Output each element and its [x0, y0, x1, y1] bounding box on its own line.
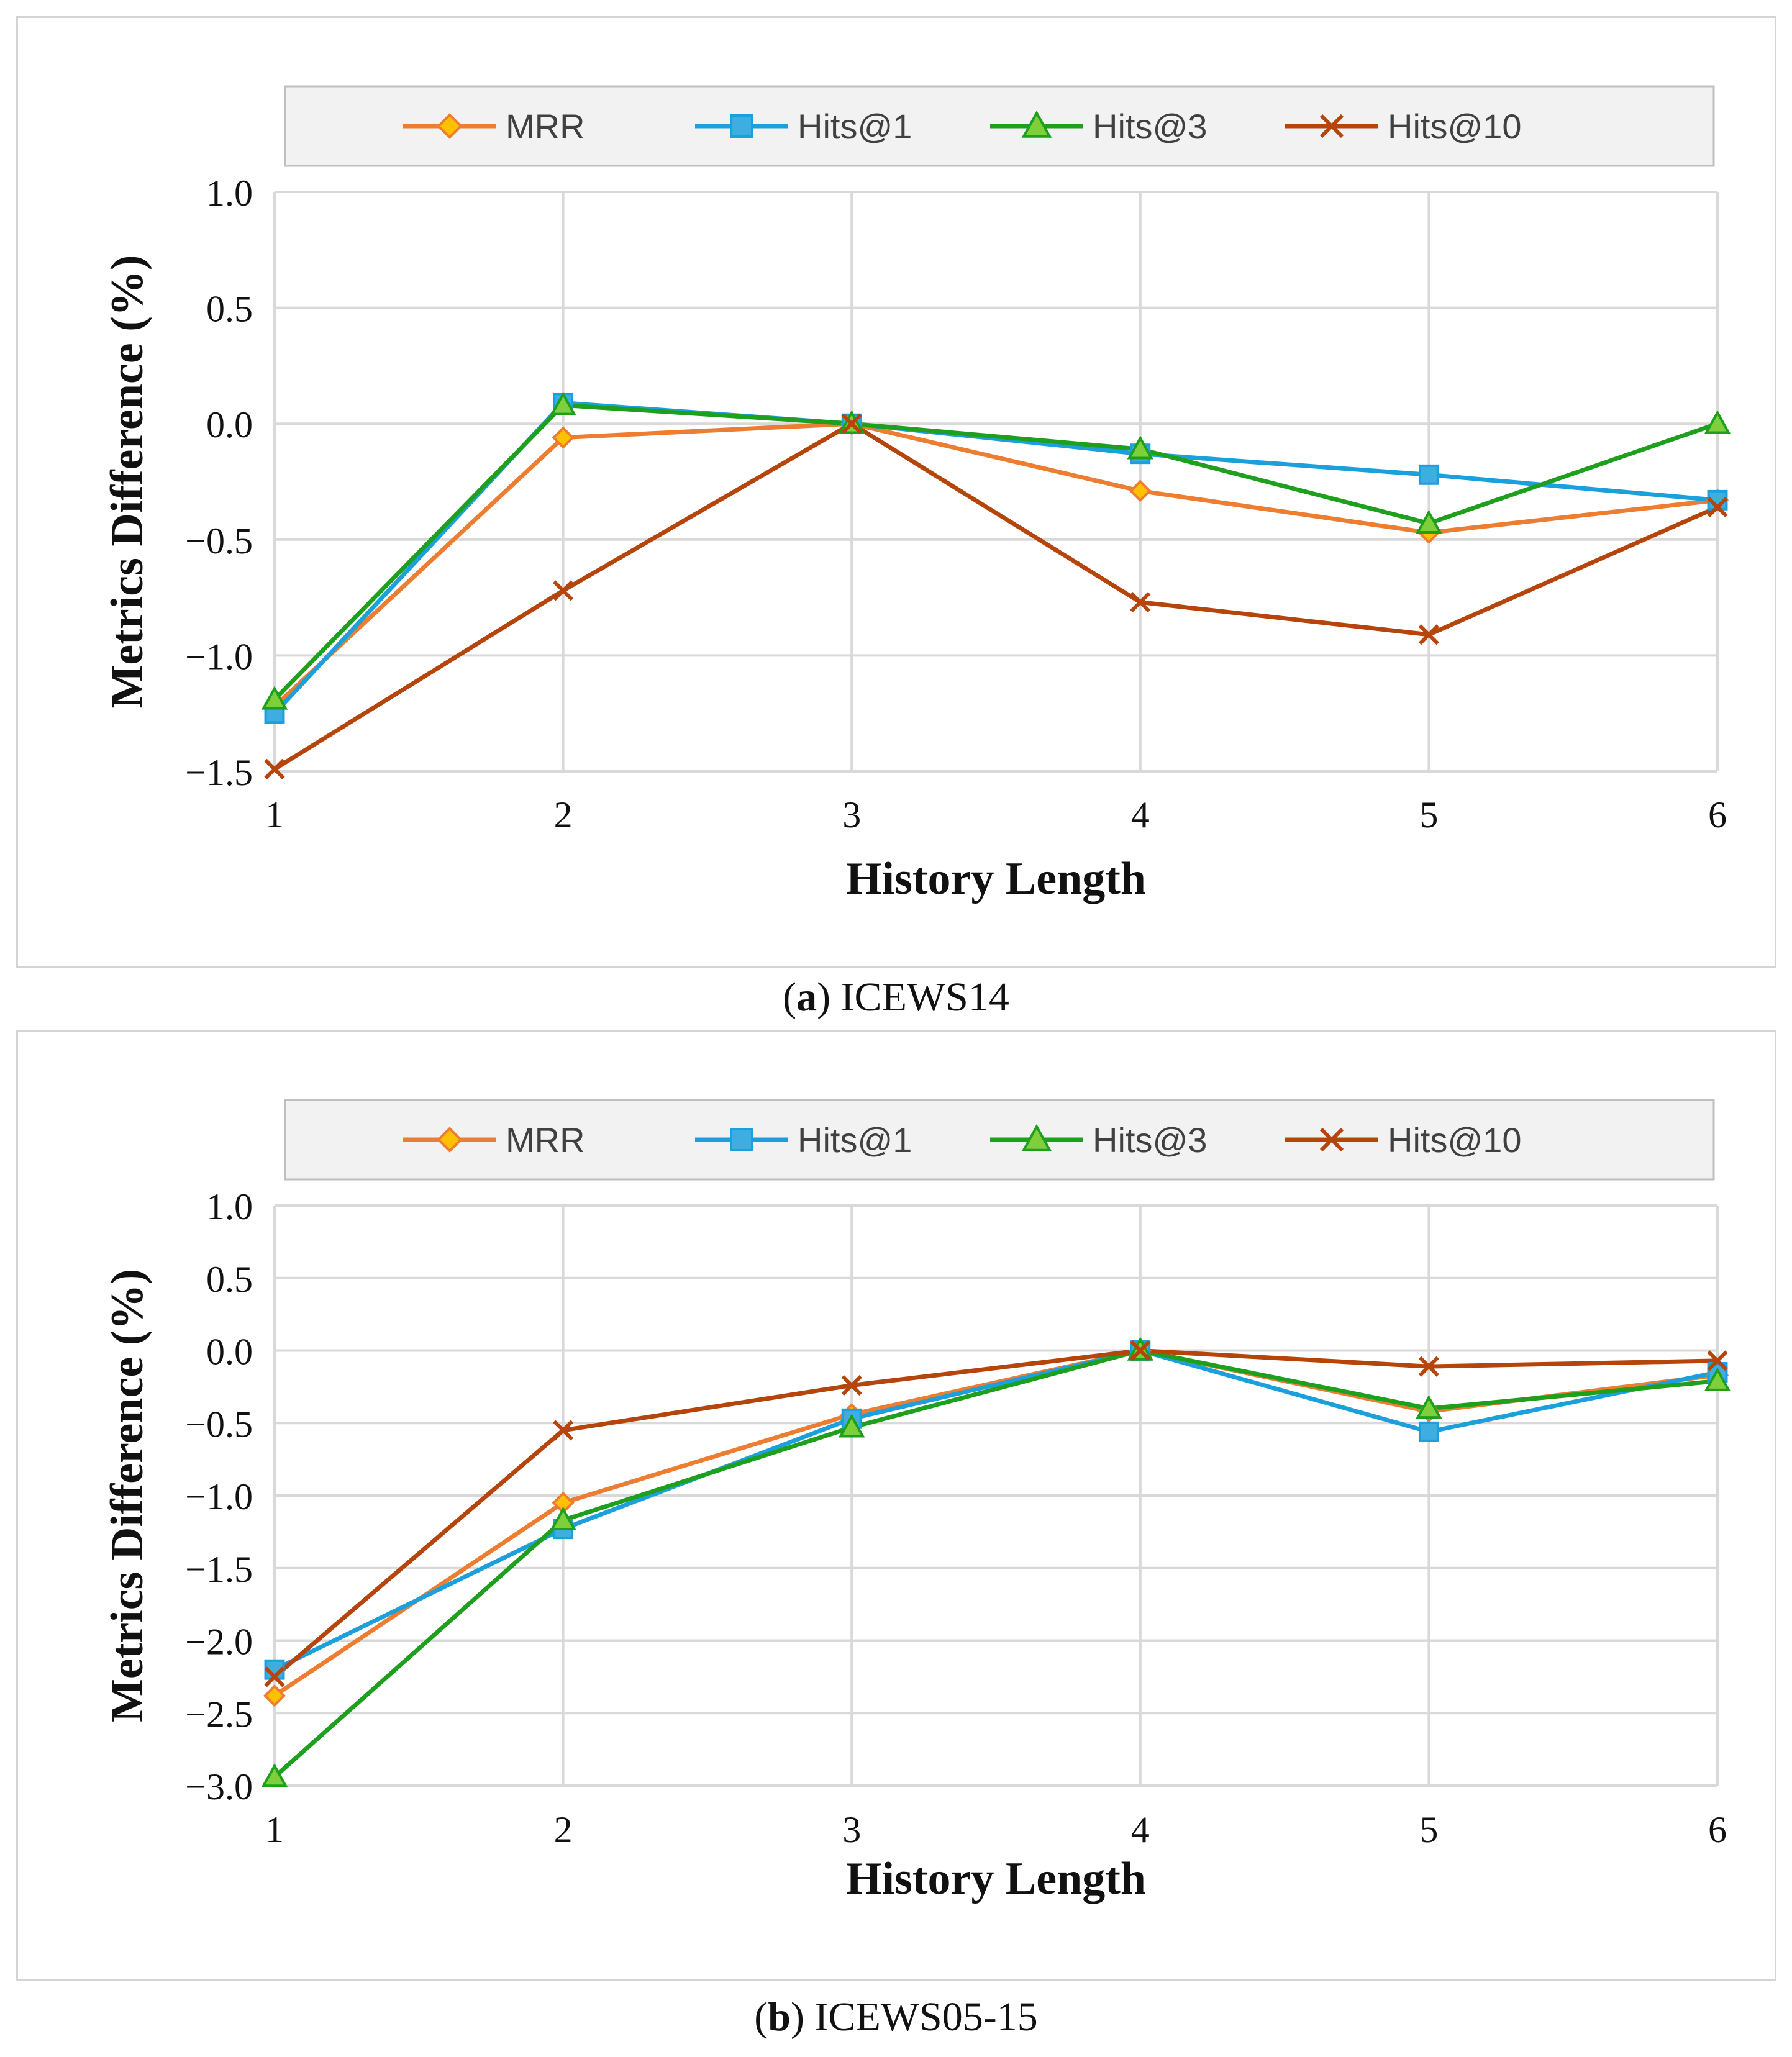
- legend-label-hits1: Hits@1: [798, 107, 912, 146]
- chart-a: MRR Hits@1 Hits@3 Hits@10 1.0 0.5 0.0 −0.5 −1.0 −…: [102, 85, 1731, 904]
- legend-marker-hits3: [1021, 110, 1052, 138]
- x-tick-label: 4: [1131, 1809, 1150, 1850]
- data-point-hits3-4: [1127, 435, 1154, 460]
- legend-marker-mrr: [437, 113, 463, 139]
- y-tick-label: 0.5: [206, 289, 253, 330]
- data-point-hits3-1: [261, 686, 288, 710]
- x-tick-label: 3: [842, 794, 861, 835]
- y-tick-label: 1.0: [206, 173, 253, 214]
- x-tick-label: 6: [1708, 794, 1727, 835]
- data-point-hits10-3: [841, 1374, 862, 1396]
- data-point-hits10-1: [264, 1666, 285, 1687]
- caption-b: (b) ICEWS05-15: [754, 1994, 1038, 2040]
- y-tick-label: 0.5: [206, 1259, 253, 1300]
- x-tick-label: 6: [1708, 1809, 1727, 1850]
- data-point-hits10-5: [1418, 1356, 1439, 1377]
- data-point-hits10-3: [841, 413, 862, 434]
- y-tick-label: −2.0: [185, 1622, 253, 1663]
- x-tick-label: 2: [554, 794, 573, 835]
- data-point-hits3-6: [1704, 410, 1731, 434]
- y-tick-label: −1.5: [185, 1549, 253, 1590]
- y-tick-label: −1.5: [185, 752, 253, 793]
- data-point-hits3-1: [261, 1763, 288, 1787]
- y-tick-label: 0.0: [206, 1332, 253, 1373]
- series-line-hits1: [273, 1348, 1718, 1672]
- caption-b-label: b: [768, 1994, 791, 2040]
- y-tick-label: −0.5: [185, 1404, 253, 1445]
- legend-marker-hits3: [1021, 1124, 1052, 1151]
- data-point-hits10-4: [1130, 591, 1151, 613]
- chart-panel-a: MRR Hits@1 Hits@3 Hits@10 1.0 0.5 0.0 −0.5 −1.0 −…: [16, 16, 1776, 968]
- x-axis-title: History Length: [846, 1853, 1146, 1904]
- x-tick-label: 1: [265, 794, 284, 835]
- x-tick-label: 1: [265, 1809, 284, 1850]
- y-axis-title: Metrics Difference (%): [102, 1269, 153, 1722]
- x-tick-label: 3: [842, 1809, 861, 1850]
- data-point-hits10-2: [553, 580, 574, 601]
- series-line-mrr: [273, 421, 1718, 709]
- legend-label-hits1: Hits@1: [798, 1120, 912, 1160]
- data-point-hits3-6: [1704, 1367, 1731, 1391]
- y-tick-label: −2.5: [185, 1694, 253, 1735]
- y-tick-label: −1.0: [185, 636, 253, 677]
- data-point-mrr-4: [1129, 479, 1152, 502]
- y-axis-title: Metrics Difference (%): [102, 255, 153, 709]
- y-tick-label: 0.0: [206, 404, 253, 445]
- data-point-hits10-1: [264, 758, 285, 779]
- data-point-mrr-2: [552, 426, 575, 449]
- y-tick-label: −1.0: [185, 1476, 253, 1517]
- data-point-hits1-5: [1418, 464, 1439, 485]
- legend-label-mrr: MRR: [506, 107, 585, 146]
- data-point-hits3-2: [550, 1506, 576, 1530]
- legend-label-hits10: Hits@10: [1388, 107, 1522, 146]
- chart-b: MRR Hits@1 Hits@3 Hits@10 1.0 0.5 0.0 −0.5 −1.0 −…: [102, 1099, 1731, 1904]
- data-point-hits10-6: [1707, 1350, 1728, 1371]
- data-point-hits10-5: [1418, 624, 1439, 645]
- chart-panel-b: MRR Hits@1 Hits@3 Hits@10 1.0 0.5 0.0 −0.5 −1.0 −…: [16, 1030, 1776, 1981]
- legend-marker-hits1: [730, 114, 753, 138]
- x-tick-label: 4: [1131, 794, 1150, 835]
- series-line-hits3: [273, 402, 1719, 701]
- legend-label-mrr: MRR: [506, 1120, 585, 1160]
- legend-label-hits3: Hits@3: [1093, 107, 1207, 146]
- data-point-hits10-6: [1707, 496, 1728, 518]
- data-point-mrr-1: [263, 1684, 286, 1707]
- y-tick-label: −3.0: [185, 1766, 253, 1807]
- caption-b-text: ICEWS05-15: [814, 1994, 1038, 2040]
- legend-marker-mrr: [437, 1127, 463, 1153]
- x-axis-title: History Length: [846, 853, 1146, 904]
- series-line-hits1: [273, 401, 1718, 715]
- legend-marker-hits10: [1319, 114, 1344, 138]
- data-point-hits10-2: [553, 1420, 574, 1441]
- data-point-hits3-3: [838, 1414, 865, 1438]
- x-tick-label: 2: [554, 1809, 573, 1850]
- data-point-hits3-5: [1416, 1394, 1442, 1419]
- series-line-hits10: [273, 1348, 1718, 1679]
- series-line-hits3: [273, 1348, 1718, 1779]
- legend-marker-hits1: [730, 1128, 753, 1151]
- x-tick-label: 5: [1419, 794, 1438, 835]
- legend-label-hits3: Hits@3: [1093, 1120, 1207, 1160]
- caption-a: (a) ICEWS14: [783, 974, 1009, 1020]
- data-point-hits3-2: [550, 391, 576, 415]
- caption-a-text: ICEWS14: [840, 974, 1009, 1020]
- legend-marker-hits10: [1319, 1127, 1344, 1152]
- series-line-hits10: [273, 421, 1719, 771]
- y-tick-label: −0.5: [185, 520, 253, 561]
- y-tick-label: 1.0: [206, 1186, 253, 1227]
- data-point-hits10-4: [1130, 1340, 1151, 1361]
- data-point-hits1-5: [1418, 1421, 1439, 1442]
- data-point-hits3-5: [1416, 509, 1442, 534]
- x-tick-label: 5: [1419, 1809, 1438, 1850]
- legend-label-hits10: Hits@10: [1388, 1120, 1522, 1160]
- caption-a-label: a: [796, 974, 817, 1020]
